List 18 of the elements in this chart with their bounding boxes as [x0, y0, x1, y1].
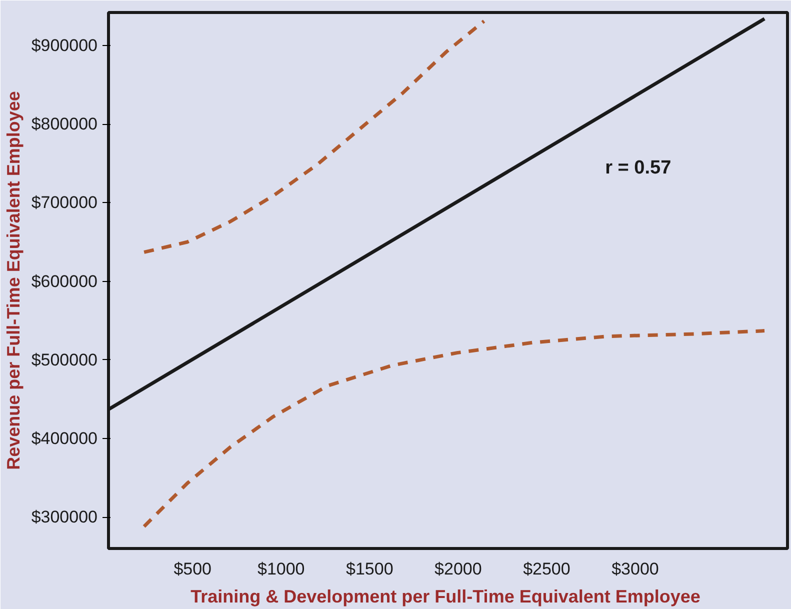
y-tick-label: $400000	[31, 428, 98, 448]
x-tick-label: $1500	[346, 560, 394, 578]
x-tick-label: $2500	[523, 560, 570, 578]
y-tick-label: $800000	[31, 114, 98, 134]
line-series	[142, 19, 486, 254]
y-tick-label: $900000	[31, 36, 98, 56]
line-series	[142, 329, 766, 528]
x-tick-label: $1000	[257, 560, 305, 578]
x-tick-label: $500	[174, 560, 212, 578]
y-tick-label: $300000	[31, 508, 98, 527]
y-tick-label: $700000	[31, 193, 98, 212]
y-tick-label: $500000	[31, 350, 98, 370]
y-tick-label: $600000	[31, 272, 98, 291]
x-tick-label: $2000	[434, 560, 482, 578]
x-tick-label: $3000	[612, 560, 659, 578]
x-axis-title: Training & Development per Full-Time Equivalent Employee	[190, 586, 700, 606]
annotation: r = 0.57	[605, 158, 672, 179]
y-axis-title: Revenue per Full-Time Equivalent Employee	[3, 91, 24, 470]
